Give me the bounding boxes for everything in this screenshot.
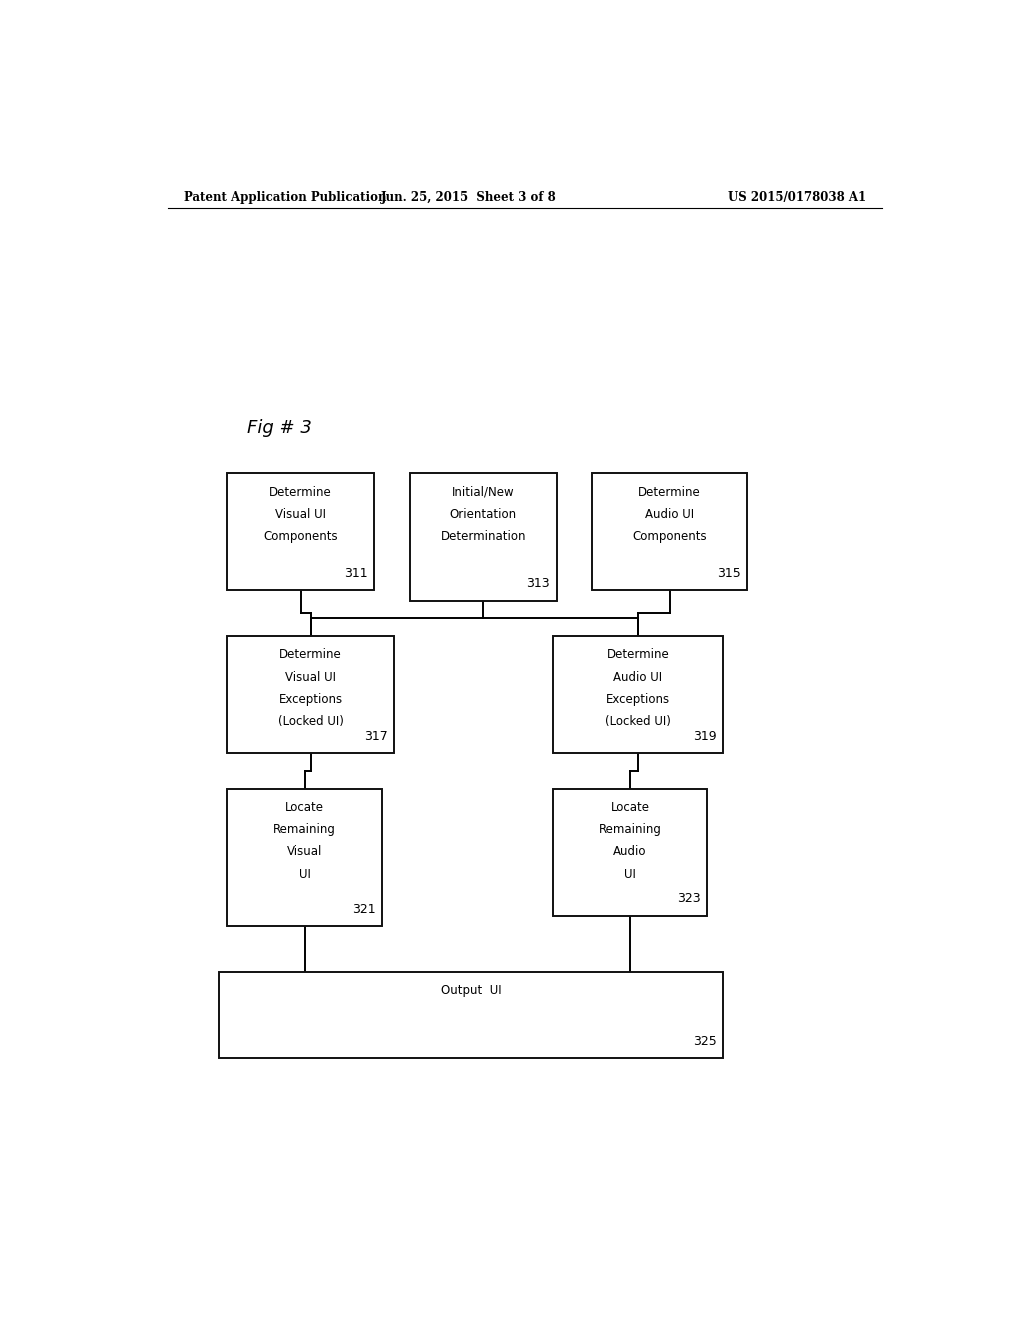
Text: US 2015/0178038 A1: US 2015/0178038 A1	[728, 190, 866, 203]
Text: Fig # 3: Fig # 3	[247, 418, 312, 437]
Text: Determine: Determine	[638, 486, 701, 499]
Text: 325: 325	[693, 1035, 717, 1048]
Text: Components: Components	[632, 531, 707, 544]
Text: Determine: Determine	[606, 648, 670, 661]
Text: UI: UI	[624, 867, 636, 880]
Text: Determine: Determine	[269, 486, 332, 499]
Text: (Locked UI): (Locked UI)	[278, 715, 343, 729]
FancyBboxPatch shape	[410, 474, 557, 601]
Text: Audio UI: Audio UI	[645, 508, 694, 521]
Text: Remaining: Remaining	[598, 824, 662, 836]
FancyBboxPatch shape	[219, 972, 723, 1057]
Text: 317: 317	[364, 730, 387, 743]
Text: Audio UI: Audio UI	[613, 671, 663, 684]
Text: 315: 315	[717, 568, 740, 581]
Text: 311: 311	[344, 568, 368, 581]
Text: Visual: Visual	[287, 846, 323, 858]
Text: (Locked UI): (Locked UI)	[605, 715, 671, 729]
Text: Exceptions: Exceptions	[279, 693, 343, 706]
Text: UI: UI	[299, 867, 310, 880]
Text: Locate: Locate	[285, 801, 324, 813]
FancyBboxPatch shape	[227, 636, 394, 752]
Text: 321: 321	[352, 903, 376, 916]
Text: Jun. 25, 2015  Sheet 3 of 8: Jun. 25, 2015 Sheet 3 of 8	[381, 190, 557, 203]
Text: Remaining: Remaining	[273, 824, 336, 836]
Text: Audio: Audio	[613, 846, 647, 858]
Text: Visual UI: Visual UI	[275, 508, 326, 521]
Text: 323: 323	[677, 892, 701, 906]
Text: Orientation: Orientation	[450, 508, 517, 521]
Text: Exceptions: Exceptions	[606, 693, 670, 706]
FancyBboxPatch shape	[227, 474, 374, 590]
FancyBboxPatch shape	[592, 474, 748, 590]
Text: 319: 319	[693, 730, 717, 743]
Text: Initial/New: Initial/New	[452, 486, 514, 499]
Text: Visual UI: Visual UI	[285, 671, 336, 684]
Text: Components: Components	[263, 531, 338, 544]
Text: Determine: Determine	[280, 648, 342, 661]
FancyBboxPatch shape	[553, 636, 723, 752]
Text: Determination: Determination	[440, 531, 526, 544]
Text: Output  UI: Output UI	[441, 983, 502, 997]
FancyBboxPatch shape	[227, 788, 382, 925]
Text: 313: 313	[526, 577, 550, 590]
FancyBboxPatch shape	[553, 788, 708, 916]
Text: Locate: Locate	[610, 801, 649, 813]
Text: Patent Application Publication: Patent Application Publication	[183, 190, 386, 203]
